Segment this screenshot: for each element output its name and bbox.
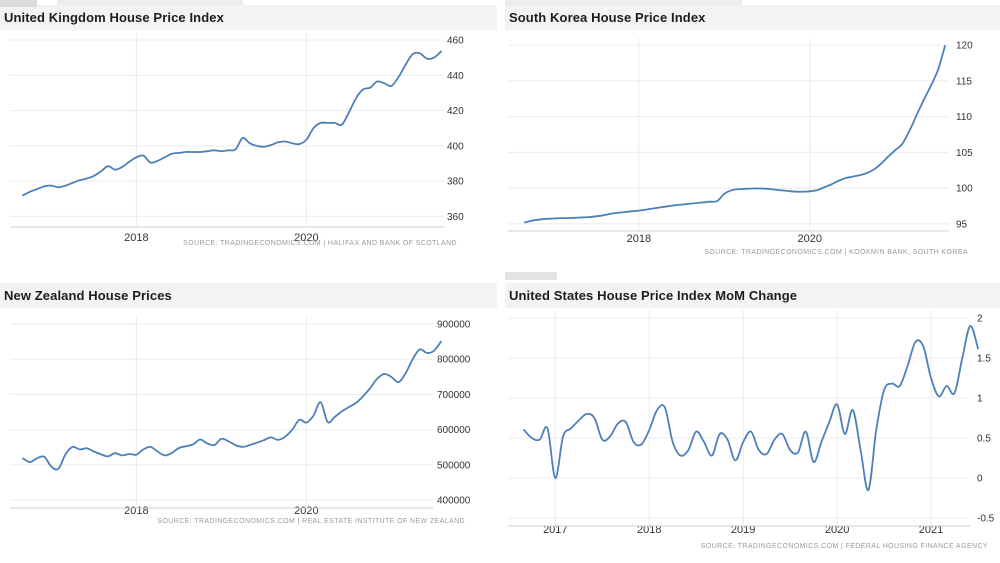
svg-text:2018: 2018	[124, 505, 148, 517]
uk-house-price-line-chart[interactable]: 460 440 420 400 380 360 2018 2020	[0, 0, 500, 281]
browser-artifact-tab-top-left	[0, 0, 37, 7]
panel-us-house-price-index-mom-change: United States House Price Index MoM Chan…	[500, 281, 1000, 562]
svg-text:400000: 400000	[437, 496, 471, 507]
source-attribution: SOURCE: TRADINGECONOMICS.COM | REAL ESTA…	[157, 518, 465, 525]
svg-text:120: 120	[956, 41, 973, 52]
svg-text:105: 105	[956, 148, 973, 159]
chart-title-bar: New Zealand House Prices	[0, 283, 497, 308]
svg-text:2020: 2020	[825, 524, 849, 536]
svg-text:440: 440	[447, 71, 464, 82]
chart-title: South Korea House Price Index	[509, 10, 706, 25]
svg-text:460: 460	[447, 36, 464, 47]
source-attribution: SOURCE: TRADINGECONOMICS.COM | FEDERAL H…	[700, 543, 988, 550]
svg-text:2018: 2018	[637, 524, 661, 536]
panel-new-zealand-house-prices: New Zealand House Prices 900000 800000 700…	[0, 281, 500, 562]
svg-text:100: 100	[956, 184, 973, 195]
svg-text:0: 0	[977, 474, 983, 485]
panel-uk-house-price-index: United Kingdom House Price Index 460 440 4…	[0, 0, 500, 281]
svg-text:2020: 2020	[798, 233, 822, 245]
svg-text:2018: 2018	[627, 233, 651, 245]
svg-text:1: 1	[977, 394, 983, 405]
svg-text:380: 380	[447, 177, 464, 188]
chart-title: United Kingdom House Price Index	[4, 10, 224, 25]
svg-text:2021: 2021	[919, 524, 943, 536]
svg-text:95: 95	[956, 219, 968, 230]
source-attribution: SOURCE: TRADINGECONOMICS.COM | KOOKMIN B…	[704, 249, 968, 256]
chart-title-bar: United States House Price Index MoM Chan…	[505, 283, 1000, 308]
source-attribution: SOURCE: TRADINGECONOMICS.COM | HALIFAX A…	[183, 240, 457, 247]
svg-text:700000: 700000	[437, 390, 471, 401]
svg-text:900000: 900000	[437, 320, 471, 331]
chart-title: United States House Price Index MoM Chan…	[509, 288, 798, 303]
south-korea-house-price-line-chart[interactable]: 120 115 110 105 100 95 2018 2020	[500, 0, 1000, 281]
svg-text:2018: 2018	[124, 232, 148, 244]
svg-text:2020: 2020	[294, 505, 318, 517]
svg-text:115: 115	[956, 76, 972, 87]
new-zealand-house-prices-line-chart[interactable]: 900000 800000 700000 600000 500000 400000 2018…	[0, 281, 500, 562]
svg-text:-0.5: -0.5	[977, 514, 995, 525]
svg-text:2: 2	[977, 314, 983, 325]
us-house-price-mom-line-chart[interactable]: 2 1.5 1 0.5 0 -0.5 2017 2018 2019 2020 2021	[500, 281, 1000, 562]
svg-text:360: 360	[447, 212, 464, 223]
svg-text:600000: 600000	[437, 425, 471, 436]
svg-text:110: 110	[956, 112, 972, 123]
svg-text:2020: 2020	[294, 232, 318, 244]
chart-title-bar: United Kingdom House Price Index	[0, 5, 497, 30]
svg-text:500000: 500000	[437, 460, 471, 471]
browser-artifact-tab-middle	[505, 272, 557, 280]
svg-text:0.5: 0.5	[977, 434, 991, 445]
browser-artifact-strip-top-right	[505, 0, 742, 6]
svg-text:800000: 800000	[437, 355, 471, 366]
browser-artifact-strip-top-left	[57, 0, 243, 6]
chart-title: New Zealand House Prices	[4, 288, 172, 303]
svg-text:2019: 2019	[731, 524, 755, 536]
svg-text:2017: 2017	[543, 524, 567, 536]
svg-text:400: 400	[447, 141, 464, 152]
panel-south-korea-house-price-index: South Korea House Price Index 120 115 110 1…	[500, 0, 1000, 281]
svg-text:420: 420	[447, 106, 464, 117]
svg-text:1.5: 1.5	[977, 354, 991, 365]
chart-title-bar: South Korea House Price Index	[505, 5, 1000, 30]
